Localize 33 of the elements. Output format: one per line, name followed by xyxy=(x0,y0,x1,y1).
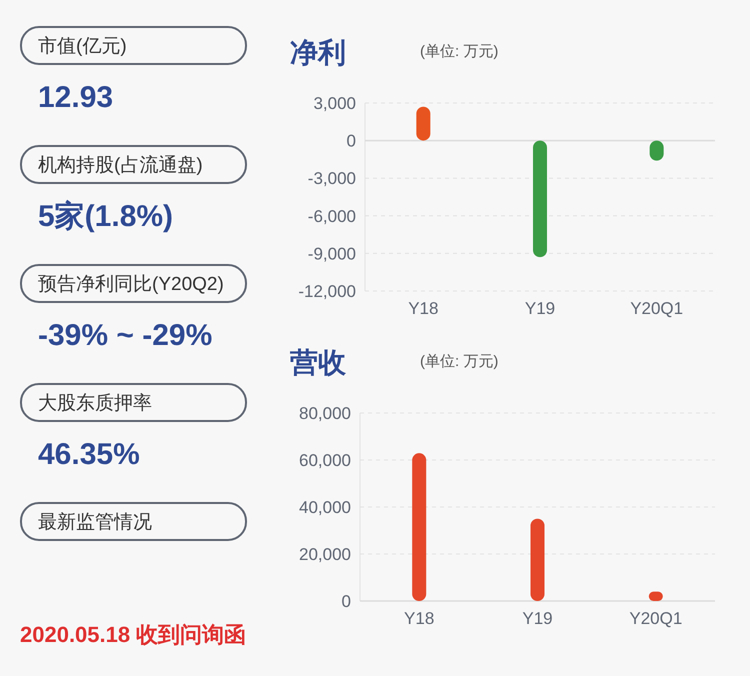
y-tick-label: 20,000 xyxy=(299,545,351,564)
y-tick-label: -12,000 xyxy=(298,282,356,301)
y-tick-label: 0 xyxy=(342,592,351,611)
y-tick-label: 40,000 xyxy=(299,498,351,517)
chart-title: 净利 xyxy=(290,37,346,68)
x-tick-label: Y20Q1 xyxy=(630,299,684,318)
text: 机构持股(占流通盘) xyxy=(38,154,203,176)
x-tick-label: Y18 xyxy=(408,299,438,318)
y-tick-label: -9,000 xyxy=(308,244,356,264)
text: 2020.05.18 收到问询函 xyxy=(20,622,246,647)
text: 最新监管情况 xyxy=(38,511,152,533)
y-tick-label: 3,000 xyxy=(313,94,356,113)
y-tick-label: 80,000 xyxy=(299,404,351,423)
text: 12.93 xyxy=(38,81,114,114)
y-tick-label: 60,000 xyxy=(299,451,351,470)
text: 预告净利同比(Y20Q2) xyxy=(38,274,224,295)
text: 46.35% xyxy=(38,438,140,471)
chart-subtitle: (单位: 万元) xyxy=(420,353,498,370)
text: 大股东质押率 xyxy=(38,392,152,414)
bar xyxy=(530,518,544,601)
chart-title: 营收 xyxy=(289,347,347,378)
y-tick-label: -3,000 xyxy=(308,169,356,188)
text: 5家(1.8%) xyxy=(38,199,174,233)
text: 市值(亿元) xyxy=(38,35,127,57)
chart-subtitle: (单位: 万元) xyxy=(420,43,498,60)
text: -39% ~ -29% xyxy=(38,319,212,352)
y-tick-label: 0 xyxy=(346,132,356,151)
x-tick-label: Y19 xyxy=(522,609,553,628)
x-tick-label: Y18 xyxy=(404,609,434,628)
bar xyxy=(412,453,426,601)
y-tick-label: -6,000 xyxy=(308,206,356,226)
x-tick-label: Y20Q1 xyxy=(629,609,682,628)
x-tick-label: Y19 xyxy=(524,299,556,318)
